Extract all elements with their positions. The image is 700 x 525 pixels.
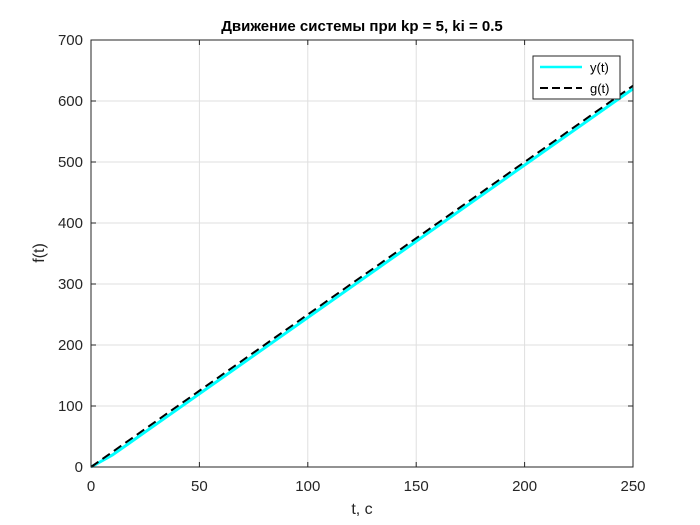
- y-tick-label: 100: [58, 398, 83, 415]
- x-axis-label: t, c: [351, 501, 372, 518]
- axes-box: [90, 39, 634, 468]
- y-tick-label: 200: [58, 337, 83, 354]
- x-tick-label: 250: [620, 478, 645, 495]
- x-tick-label: 100: [295, 478, 320, 495]
- y-axis-label: f(t): [31, 243, 48, 263]
- grid: [91, 40, 633, 467]
- legend-box: [532, 55, 621, 100]
- legend-label-y: y(t): [590, 60, 609, 75]
- series-line-g: [90, 84, 634, 468]
- x-tick-label: 150: [404, 478, 429, 495]
- legend-label-g: g(t): [590, 81, 610, 96]
- x-tick-label: 0: [87, 478, 95, 495]
- y-tick-label: 600: [58, 93, 83, 110]
- y-tick-label: 500: [58, 154, 83, 171]
- x-tick-label: 200: [512, 478, 537, 495]
- plot-area: [91, 40, 633, 467]
- x-tick-label: 50: [191, 478, 208, 495]
- series-layer: [90, 84, 634, 469]
- y-tick-label: 400: [58, 215, 83, 232]
- y-tick-label: 300: [58, 276, 83, 293]
- legend: y(t) g(t): [532, 55, 621, 100]
- chart-title: Движение системы при kp = 5, ki = 0.5: [221, 18, 503, 35]
- y-tick-label: 0: [75, 459, 83, 476]
- series-line-y: [90, 87, 634, 469]
- ticks: 0 50 100 150 200 250 0 100 200 300 400 500 600 700: [58, 32, 646, 495]
- y-tick-label: 700: [58, 32, 83, 49]
